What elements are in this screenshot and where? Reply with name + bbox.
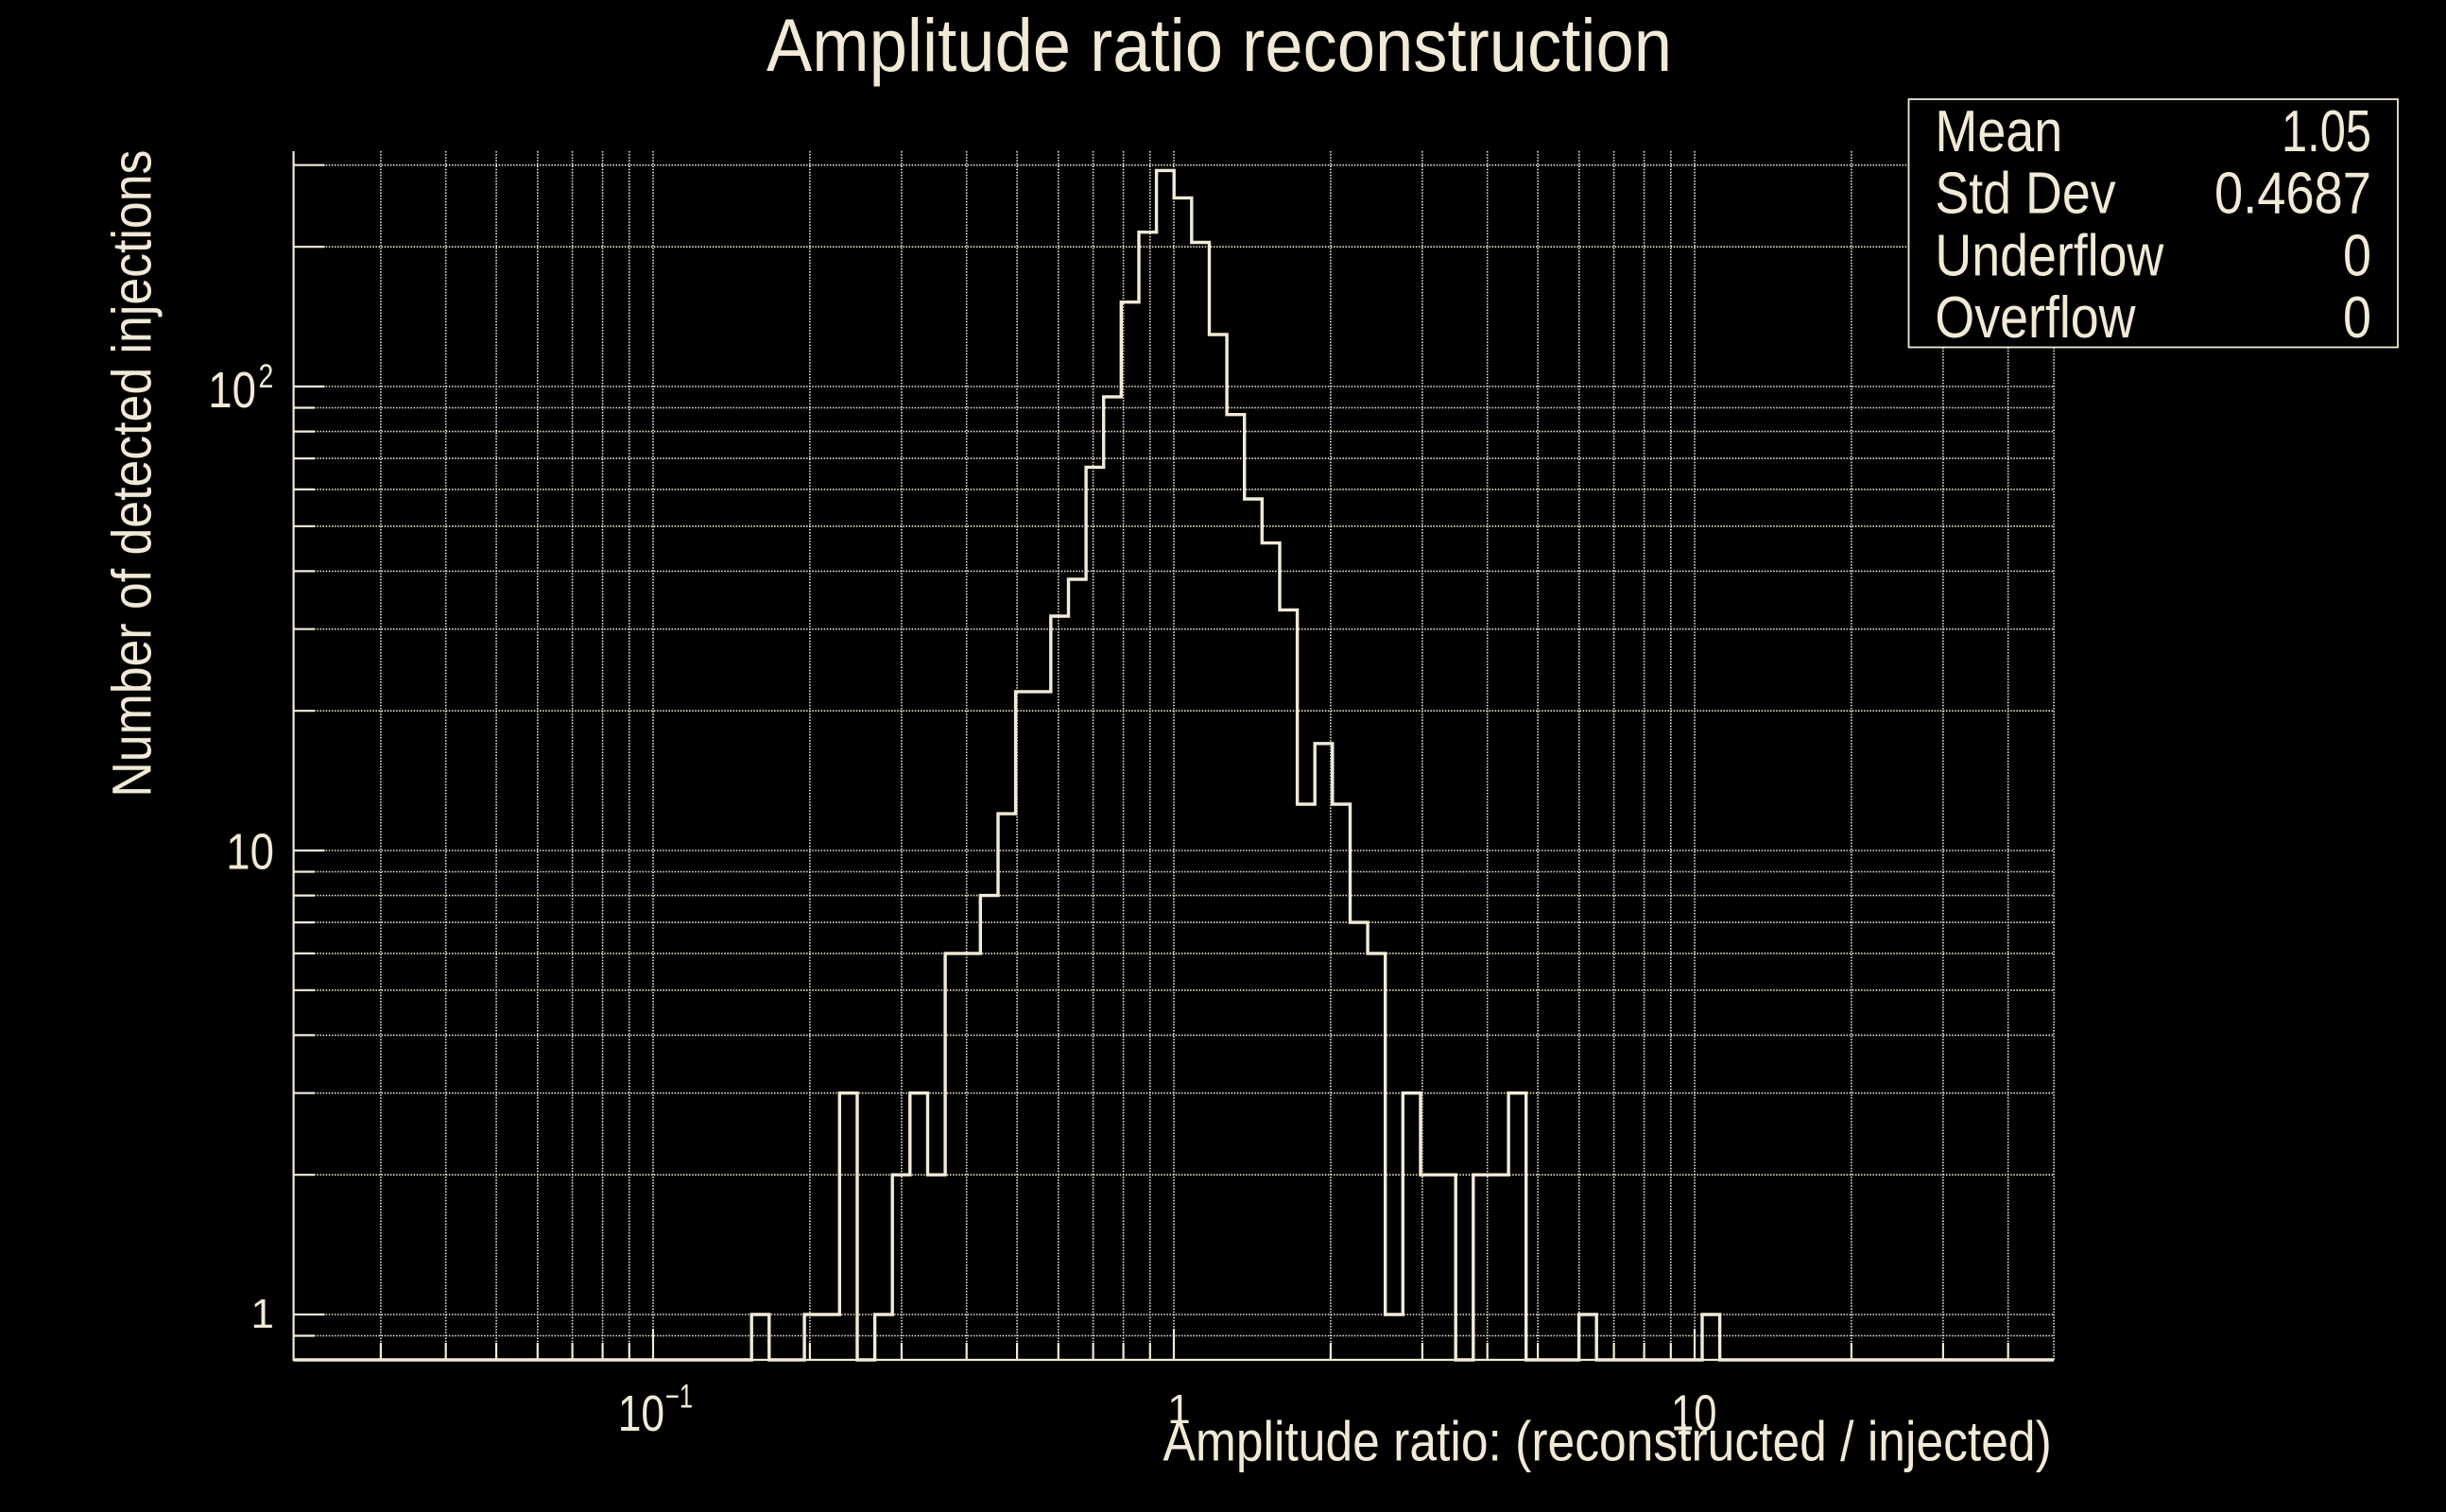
svg-text:1: 1 — [1167, 1386, 1190, 1433]
svg-text:Std Dev: Std Dev — [1935, 161, 2116, 227]
svg-text:0.4687: 0.4687 — [2214, 161, 2371, 227]
svg-text:Overflow: Overflow — [1935, 284, 2136, 351]
svg-text:Amplitude ratio: (reconstructe: Amplitude ratio: (reconstructed / inject… — [1163, 1410, 2052, 1473]
svg-text:Amplitude ratio reconstruction: Amplitude ratio reconstruction — [767, 3, 1672, 87]
svg-text:0: 0 — [2343, 222, 2371, 288]
svg-text:−1: −1 — [665, 1379, 693, 1416]
svg-text:1: 1 — [251, 1291, 274, 1337]
svg-text:10: 10 — [226, 823, 274, 880]
svg-text:10: 10 — [618, 1385, 664, 1442]
svg-text:Mean: Mean — [1935, 98, 2062, 164]
svg-text:2: 2 — [259, 358, 274, 395]
svg-text:Number of detected injections: Number of detected injections — [102, 150, 164, 798]
svg-text:0: 0 — [2343, 284, 2371, 351]
svg-text:10: 10 — [208, 362, 256, 419]
svg-text:1.05: 1.05 — [2282, 98, 2371, 164]
svg-text:10: 10 — [1671, 1385, 1717, 1442]
svg-text:Underflow: Underflow — [1935, 222, 2164, 288]
